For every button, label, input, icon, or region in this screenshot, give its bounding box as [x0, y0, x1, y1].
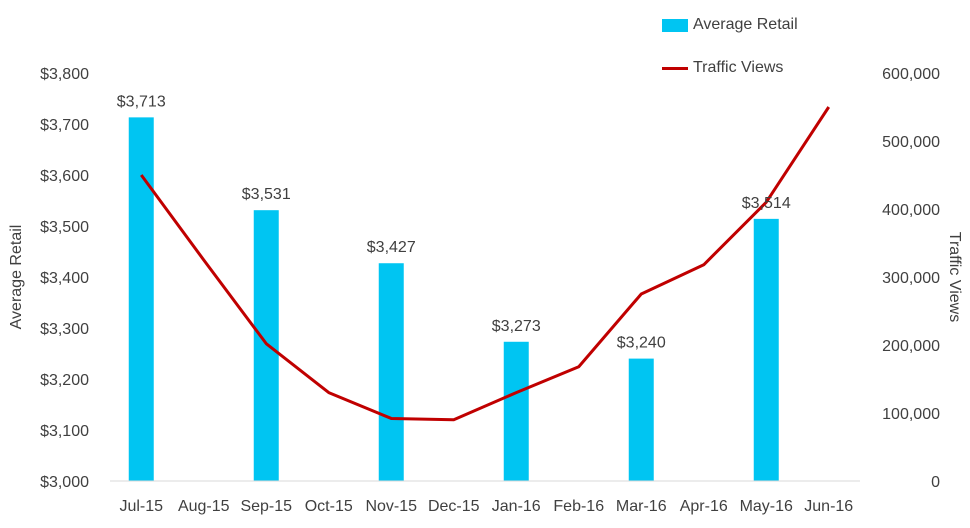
traffic-views-line [140, 106, 831, 422]
ticks-layer: Jul-15 Aug-15 Sep-15 Oct-15 Nov-15 Dec-15 Jan-… [40, 66, 940, 515]
x-tick-label: Mar-16 [616, 498, 667, 515]
legend-label-traffic-views: Traffic Views [693, 59, 784, 76]
x-tick-label: Jun-16 [804, 498, 853, 515]
bar-nov-15 [378, 263, 404, 481]
legend-item-traffic-views: Traffic Views [662, 55, 798, 81]
bar-may-16 [753, 218, 779, 482]
x-tick-label: Aug-15 [178, 498, 230, 515]
legend-label-average-retail: Average Retail [693, 16, 798, 33]
y-tick-label: $3,100 [40, 423, 89, 440]
y2-tick-label: 500,000 [882, 134, 940, 151]
bar-label-may-16: $3,514 [742, 195, 791, 212]
y2-tick-label: 100,000 [882, 406, 940, 423]
bar-label-jul-15: $3,713 [117, 93, 166, 110]
y-tick-label: $3,400 [40, 270, 89, 287]
y-tick-label: $3,600 [40, 168, 89, 185]
x-tick-label: Oct-15 [305, 498, 353, 515]
x-tick-label: May-16 [740, 498, 793, 515]
bar-jan-16 [503, 341, 529, 481]
y2-tick-label: 600,000 [882, 66, 940, 83]
bar-label-mar-16: $3,240 [617, 335, 666, 352]
y-axis-title: Average Retail [8, 225, 25, 330]
y-tick-label: $3,800 [40, 66, 89, 83]
legend-bar-swatch [662, 18, 688, 32]
y2-tick-label: 0 [931, 474, 940, 491]
bars-layer [128, 117, 779, 482]
x-tick-label: Jul-15 [119, 498, 163, 515]
x-tick-label: Nov-15 [365, 498, 417, 515]
x-tick-label: Apr-16 [680, 498, 728, 515]
bar-sep-15 [253, 210, 279, 481]
bar-jul-15 [128, 117, 154, 482]
y2-tick-label: 400,000 [882, 202, 940, 219]
line-layer [140, 106, 831, 422]
y2-axis-title: Traffic Views [946, 232, 963, 322]
x-tick-label: Sep-15 [240, 498, 292, 515]
x-tick-label: Feb-16 [553, 498, 604, 515]
y2-tick-label: 200,000 [882, 338, 940, 355]
y-tick-label: $3,200 [40, 372, 89, 389]
bar-mar-16 [628, 358, 654, 481]
bar-label-jan-16: $3,273 [492, 318, 541, 335]
y2-tick-label: 300,000 [882, 270, 940, 287]
legend: Average Retail Traffic Views [662, 12, 798, 98]
bar-label-sep-15: $3,531 [242, 186, 291, 203]
y-tick-label: $3,000 [40, 474, 89, 491]
x-tick-label: Dec-15 [428, 498, 480, 515]
legend-item-average-retail: Average Retail [662, 12, 798, 38]
labels-layer: $3,713 $3,531 $3,427 $3,273 $3,240 $3,514 [117, 93, 791, 351]
y-tick-label: $3,500 [40, 219, 89, 236]
bar-label-nov-15: $3,427 [367, 239, 416, 256]
y-tick-label: $3,300 [40, 321, 89, 338]
x-tick-label: Jan-16 [492, 498, 541, 515]
legend-line-swatch [662, 66, 688, 70]
y-tick-label: $3,700 [40, 117, 89, 134]
